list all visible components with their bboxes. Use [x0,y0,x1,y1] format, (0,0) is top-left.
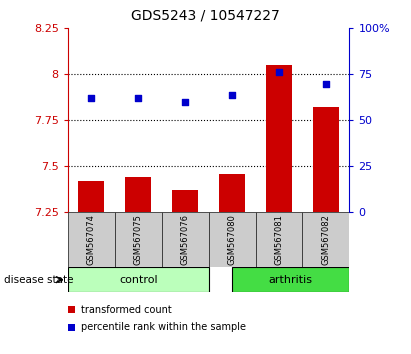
Point [88,96,95,101]
Text: disease state: disease state [4,275,74,285]
Text: GSM567075: GSM567075 [134,215,143,265]
Bar [209,212,256,267]
Bar [68,212,115,267]
Text: GSM567076: GSM567076 [180,214,189,266]
Text: GSM567082: GSM567082 [321,215,330,265]
Bar [256,212,302,267]
Text: GSM567081: GSM567081 [275,215,284,265]
Point [229,92,236,97]
Bar [115,212,162,267]
Point [182,99,188,105]
Bar [79,181,104,212]
Bar [266,65,292,212]
Text: GSM567074: GSM567074 [87,215,96,265]
Point [323,81,329,86]
Text: control: control [119,275,157,285]
Bar [162,212,209,267]
Text: arthritis: arthritis [269,275,313,285]
Bar [232,267,349,292]
Point [135,96,141,101]
Bar [219,174,245,212]
Text: GDS5243 / 10547227: GDS5243 / 10547227 [131,9,280,23]
Bar [68,324,75,331]
Text: transformed count: transformed count [81,304,172,315]
Text: GSM567080: GSM567080 [228,215,237,265]
Point [276,70,282,75]
Bar [68,306,75,313]
Bar [68,267,209,292]
Bar [313,108,339,212]
Bar [302,212,349,267]
Text: percentile rank within the sample: percentile rank within the sample [81,322,246,332]
Bar [172,190,198,212]
Bar [125,177,151,212]
